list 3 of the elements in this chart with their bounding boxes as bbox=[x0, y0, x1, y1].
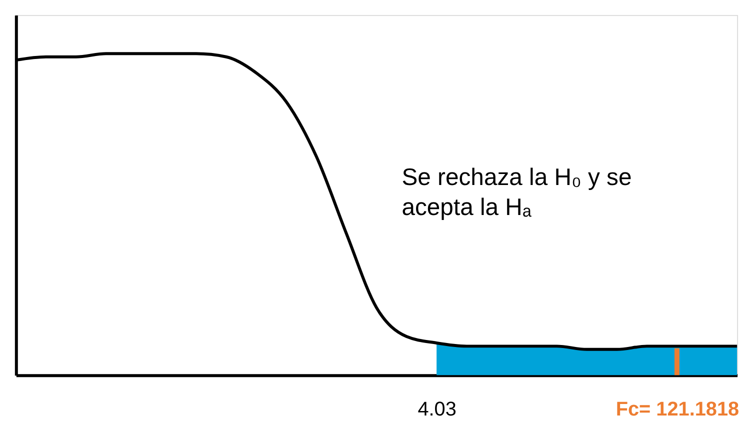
x-tick-label: 4.03 bbox=[418, 398, 456, 420]
annotation: Se rechaza la H₀ y se acepta la Hₐ bbox=[402, 164, 632, 222]
x-tick-label: Fc= 121.1818 bbox=[616, 398, 740, 420]
